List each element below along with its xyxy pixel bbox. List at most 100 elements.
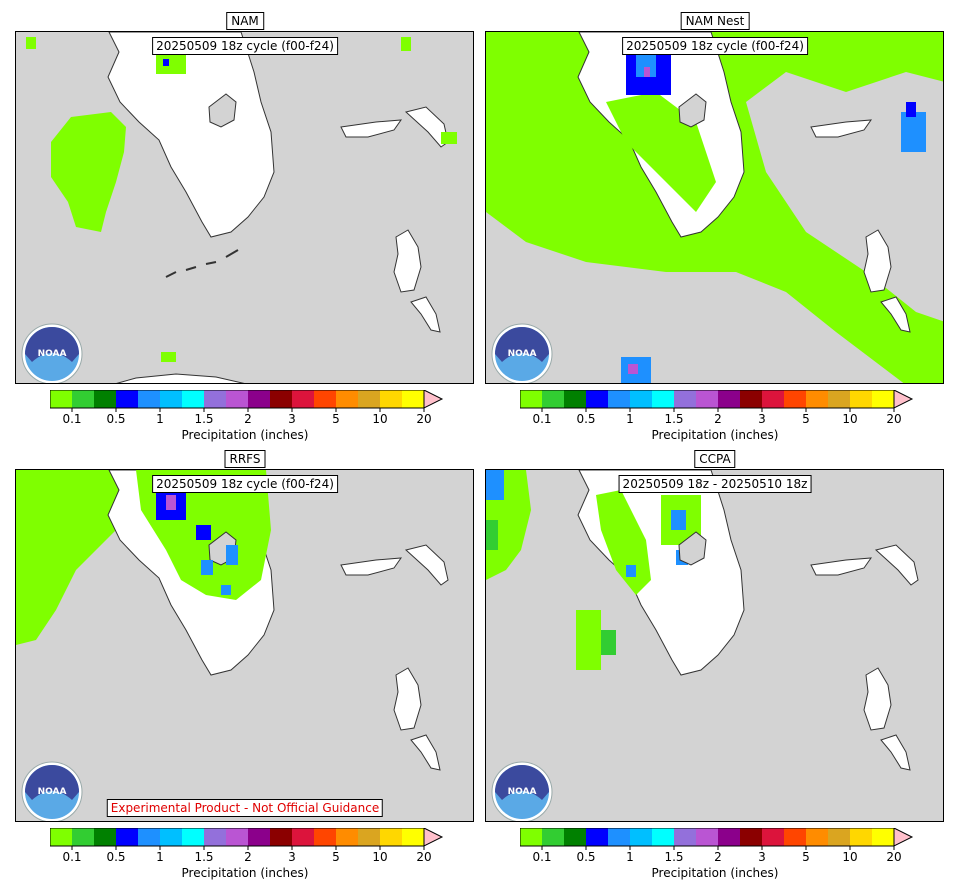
colorbar: 0.1 0.5 1 1.5 2 3 5 10 20 — [519, 389, 915, 426]
precip-area — [644, 67, 650, 77]
colorbar-segment — [50, 828, 72, 846]
colorbar-segment — [608, 828, 630, 846]
map-canvas: NOAA — [486, 32, 943, 383]
precip-area — [51, 112, 126, 232]
noaa-logo-icon: NOAA — [21, 323, 83, 383]
colorbar-tick-label: 1.5 — [664, 850, 684, 864]
colorbar-tick-label: 10 — [842, 412, 858, 426]
bahamas-grand — [810, 557, 873, 576]
colorbar-segment — [696, 828, 718, 846]
colorbar-tick-label: 0.5 — [576, 412, 596, 426]
precip-area — [628, 364, 638, 374]
precip-area — [196, 525, 211, 540]
precip-area — [156, 52, 186, 74]
panel-title: NAM Nest — [680, 12, 750, 30]
map-canvas: NOAA — [486, 470, 919, 821]
eleuthera — [880, 734, 911, 771]
svg-text:NOAA: NOAA — [38, 349, 67, 359]
colorbar-segment — [828, 828, 850, 846]
colorbar-segment — [542, 828, 564, 846]
colorbar-svg — [49, 389, 444, 412]
precip-area — [441, 132, 457, 144]
colorbar-segment — [314, 828, 336, 846]
colorbar-tick-label: 1 — [156, 850, 164, 864]
colorbar-segment — [762, 390, 784, 408]
colorbar-segment — [270, 828, 292, 846]
colorbar-tick-label: 1.5 — [194, 412, 214, 426]
colorbar-tick-label: 0.1 — [532, 412, 552, 426]
experimental-disclaimer: Experimental Product - Not Official Guid… — [106, 799, 384, 817]
svg-text:NOAA: NOAA — [508, 349, 537, 359]
colorbar-segment — [292, 390, 314, 408]
colorbar-label: Precipitation (inches) — [651, 428, 779, 442]
bahamas-abaco — [404, 544, 449, 586]
colorbar-segment — [586, 828, 608, 846]
colorbar-segment — [718, 828, 740, 846]
colorbar-segment — [358, 390, 380, 408]
colorbar-tick-label: 3 — [288, 412, 296, 426]
lake-okeechobee — [678, 531, 707, 566]
colorbar-segment — [204, 390, 226, 408]
precip-area — [486, 520, 498, 550]
colorbar-segment — [402, 390, 424, 408]
colorbar-segment — [94, 390, 116, 408]
panel-nam-nest: NOAA NAM Nest 20250509 18z cycle (f00-f2… — [470, 0, 950, 445]
cuba-coast — [116, 373, 245, 383]
noaa-logo-icon: NOAA — [21, 761, 83, 821]
colorbar-segment — [248, 390, 270, 408]
precip-area — [576, 610, 601, 670]
colorbar-segment — [630, 390, 652, 408]
colorbar-segment — [652, 390, 674, 408]
colorbar-tick-label: 10 — [842, 850, 858, 864]
colorbar-outline — [49, 389, 425, 409]
colorbar-segment — [806, 390, 828, 408]
precip-area — [401, 37, 411, 51]
colorbar-segment — [740, 828, 762, 846]
cycle-label: 20250509 18z - 20250510 18z — [618, 475, 812, 493]
colorbar-segment — [828, 390, 850, 408]
colorbar-segment — [270, 390, 292, 408]
precip-area — [161, 352, 176, 362]
bahamas-grand — [340, 557, 403, 576]
colorbar-tick-label: 5 — [332, 412, 340, 426]
colorbar-segment — [94, 828, 116, 846]
precip-area — [226, 545, 238, 565]
colorbar-outline — [49, 827, 425, 847]
colorbar-segment — [380, 390, 402, 408]
colorbar-tick-label: 3 — [288, 850, 296, 864]
colorbar-label: Precipitation (inches) — [181, 428, 309, 442]
colorbar-label: Precipitation (inches) — [651, 866, 779, 880]
colorbar-segment — [358, 828, 380, 846]
bahamas-abaco — [874, 544, 919, 586]
colorbar-tick-label: 2 — [714, 412, 722, 426]
colorbar-tick-label: 1.5 — [194, 850, 214, 864]
precip-area — [486, 470, 504, 500]
andros — [393, 229, 422, 293]
precip-area — [201, 560, 213, 575]
colorbar-svg — [49, 827, 444, 850]
colorbar-tick-label: 1 — [626, 850, 634, 864]
colorbar-tick-label: 20 — [886, 412, 902, 426]
map-canvas: NOAA — [21, 32, 457, 383]
colorbar-tick-label: 20 — [416, 412, 432, 426]
colorbar-segment — [784, 390, 806, 408]
precip-area — [26, 37, 36, 49]
precip-area — [671, 510, 686, 530]
precip-area — [166, 495, 176, 510]
noaa-logo-icon: NOAA — [491, 323, 553, 383]
svg-text:NOAA: NOAA — [38, 787, 67, 797]
colorbar-segment — [138, 390, 160, 408]
svg-text:NOAA: NOAA — [508, 787, 537, 797]
colorbar-segment — [116, 390, 138, 408]
colorbar-outline — [519, 389, 895, 409]
colorbar-segment — [292, 828, 314, 846]
bahamas-grand — [340, 119, 403, 138]
colorbar-segment — [402, 828, 424, 846]
panel-title: CCPA — [694, 450, 736, 468]
colorbar-extend-arrow — [423, 827, 444, 847]
colorbar-segment — [314, 390, 336, 408]
precip-area — [906, 102, 916, 117]
colorbar-segment — [674, 828, 696, 846]
panel-title: RRFS — [224, 450, 266, 468]
colorbar-segment — [50, 390, 72, 408]
